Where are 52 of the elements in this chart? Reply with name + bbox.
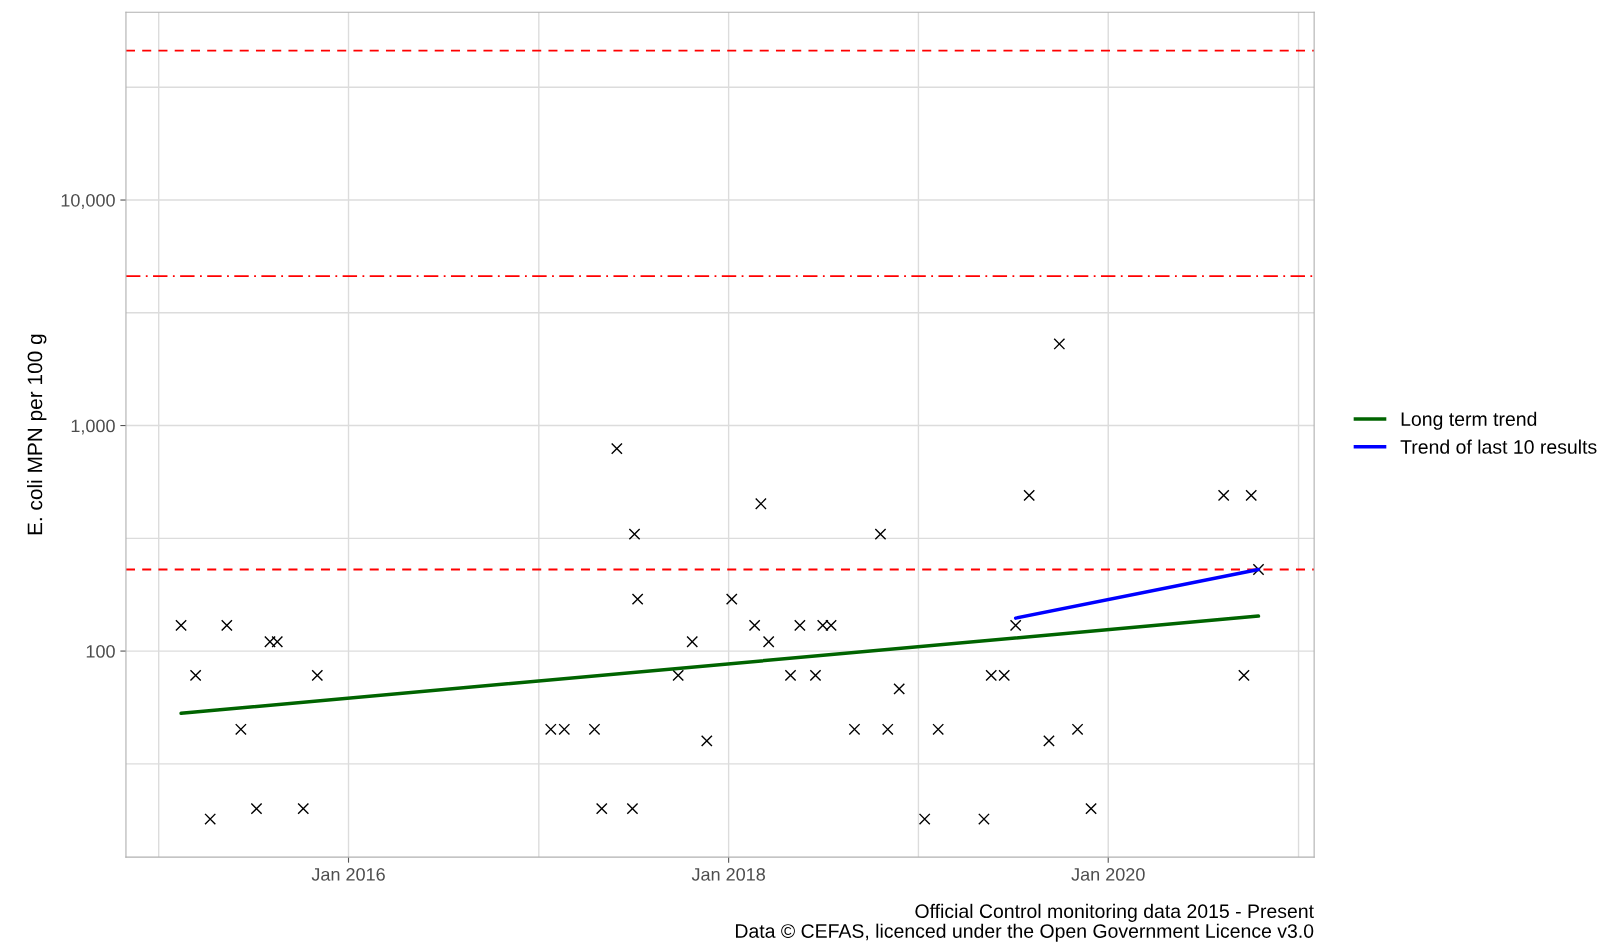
point — [626, 802, 639, 815]
point — [686, 635, 699, 648]
point — [672, 669, 685, 682]
point — [1053, 338, 1066, 350]
point — [175, 619, 187, 632]
point — [1085, 802, 1097, 815]
point — [762, 635, 775, 648]
x-tick-label: Jan 2018 — [691, 868, 765, 881]
point — [784, 669, 797, 682]
point — [1245, 489, 1258, 502]
point — [918, 813, 931, 825]
point — [1009, 619, 1022, 632]
x-tick-label: Jan 2020 — [1071, 868, 1145, 881]
point — [848, 723, 861, 736]
legend-label: Long term trend — [1401, 411, 1537, 430]
point — [631, 593, 644, 605]
y-tick-label: 100 — [86, 645, 115, 658]
point — [628, 528, 641, 540]
point — [250, 802, 263, 815]
point — [1238, 669, 1250, 682]
point — [725, 593, 738, 605]
point — [588, 723, 601, 736]
point — [297, 802, 310, 815]
point — [978, 813, 990, 825]
text: Data © CEFAS, licenced under the Open Government Licence v3.0 — [736, 923, 1314, 942]
point — [874, 528, 887, 540]
point — [1023, 489, 1036, 502]
point — [1071, 723, 1084, 736]
point — [311, 669, 324, 682]
point — [1217, 489, 1230, 502]
point — [220, 619, 233, 632]
legend-label: Trend of last 10 results — [1400, 439, 1597, 454]
point — [204, 813, 217, 825]
point — [235, 723, 247, 736]
point — [809, 669, 822, 682]
text: Official Control monitoring data 2015 - Present — [915, 903, 1314, 922]
point — [881, 723, 894, 736]
y-tick-label: 10,000 — [61, 193, 115, 209]
point — [794, 619, 806, 632]
point — [1043, 734, 1055, 747]
point — [1252, 563, 1265, 576]
point — [755, 497, 767, 510]
x-tick-label: Jan 2016 — [311, 868, 385, 881]
point — [700, 734, 713, 747]
point — [893, 682, 906, 695]
point — [610, 442, 623, 455]
point — [595, 802, 608, 815]
y-axis-title: E. coli MPN per 100 g — [27, 334, 47, 535]
point — [748, 619, 761, 632]
point — [189, 669, 202, 682]
point — [932, 723, 945, 736]
y-tick-label: 1,000 — [71, 419, 115, 435]
